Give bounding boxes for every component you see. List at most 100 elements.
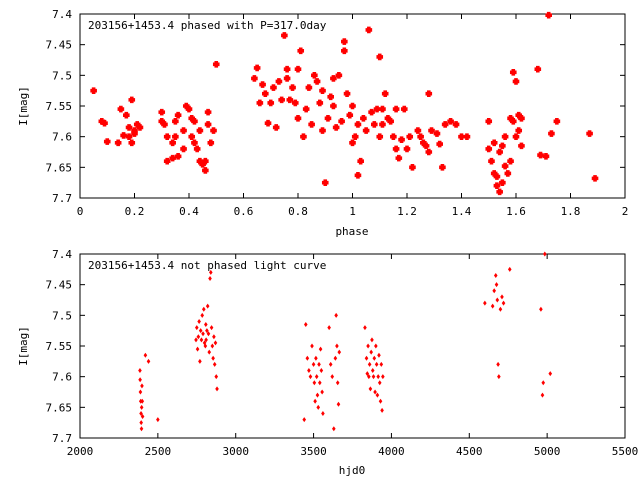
data-point <box>305 355 310 361</box>
data-point <box>294 114 302 122</box>
data-point <box>283 75 291 82</box>
data-point <box>156 417 160 423</box>
data-point <box>202 157 209 165</box>
data-point <box>139 420 143 426</box>
data-point <box>367 361 372 367</box>
data-point <box>286 96 294 104</box>
data-point <box>289 84 296 91</box>
data-point <box>143 352 148 358</box>
data-point <box>425 148 433 156</box>
data-point <box>210 127 217 134</box>
data-point <box>374 343 378 349</box>
data-point <box>180 145 187 153</box>
data-point <box>376 53 384 61</box>
data-point <box>372 355 377 361</box>
data-point <box>376 374 380 380</box>
y-tick-label: 7.55 <box>46 100 73 113</box>
data-point <box>174 111 182 119</box>
data-point <box>198 358 202 364</box>
data-point <box>364 355 369 361</box>
data-point <box>259 81 266 88</box>
data-point <box>509 68 517 76</box>
x-tick-label: 1.8 <box>561 205 581 218</box>
data-point <box>518 114 525 122</box>
data-point <box>447 118 454 125</box>
data-point <box>140 414 145 420</box>
data-point <box>320 389 324 395</box>
data-point <box>493 173 501 180</box>
data-point <box>354 172 362 179</box>
x-tick-label: 1 <box>349 205 356 218</box>
data-point <box>496 148 503 156</box>
data-point <box>138 368 142 374</box>
data-point <box>311 361 316 367</box>
data-point <box>337 349 342 355</box>
x-tick-label: 0.4 <box>179 205 199 218</box>
data-point <box>392 105 400 113</box>
chart-title: 203156+1453.4 not phased light curve <box>88 259 326 272</box>
data-point <box>390 133 397 140</box>
data-point <box>349 139 356 147</box>
data-point <box>308 374 313 380</box>
data-point <box>368 386 373 392</box>
data-point <box>128 139 136 147</box>
data-point <box>515 127 523 134</box>
data-point <box>196 127 204 134</box>
x-tick-label: 0 <box>77 205 84 218</box>
data-point <box>321 410 325 416</box>
data-point <box>319 87 326 94</box>
data-point <box>90 87 97 94</box>
data-point <box>213 340 218 346</box>
data-point <box>308 121 315 128</box>
x-tick-label: 1.4 <box>452 205 472 218</box>
data-point <box>251 75 258 82</box>
data-point <box>194 325 199 331</box>
plot-area <box>79 253 626 439</box>
data-point <box>381 374 385 380</box>
data-point <box>367 374 371 380</box>
data-point <box>125 124 133 131</box>
data-point <box>205 328 209 334</box>
y-tick-label: 7.4 <box>52 248 72 261</box>
data-point <box>264 119 272 127</box>
data-point <box>185 105 193 113</box>
data-point <box>204 108 212 116</box>
data-point <box>310 343 314 349</box>
data-point <box>131 130 138 137</box>
tick-group: 0 0.2 0.4 0.6 0.8 1 1.2 1.4 1.6 1.8 2 7.4 7.45 7.5 7.5… <box>46 8 629 218</box>
data-point <box>334 312 338 318</box>
data-point <box>414 127 422 134</box>
data-point <box>262 90 269 98</box>
data-point <box>169 154 176 162</box>
data-point <box>214 374 219 380</box>
unphased-chart: 203156+1453.4 not phased light curve hjd… <box>17 248 638 477</box>
data-point <box>371 374 376 380</box>
y-tick-label: 7.7 <box>52 432 72 445</box>
data-point <box>207 139 215 147</box>
data-point <box>275 78 283 85</box>
data-point <box>335 343 339 349</box>
data-point <box>543 251 547 257</box>
data-point <box>205 303 210 309</box>
data-point <box>300 133 307 140</box>
data-point <box>501 162 509 170</box>
data-point <box>210 343 215 349</box>
data-point <box>341 38 348 45</box>
data-point <box>316 404 321 410</box>
data-point <box>500 294 504 300</box>
data-point <box>318 380 322 386</box>
x-tick-label: 1.6 <box>506 205 526 218</box>
data-point <box>203 343 208 349</box>
data-point <box>387 118 394 125</box>
data-point <box>360 114 367 122</box>
chart-title: 203156+1453.4 phased with P=317.0day <box>88 19 327 32</box>
data-point <box>553 118 561 125</box>
data-point <box>539 306 543 312</box>
y-tick-label: 7.65 <box>46 161 73 174</box>
x-tick-label: 2 <box>622 205 629 218</box>
data-point <box>256 99 264 107</box>
data-point <box>212 361 217 367</box>
data-point <box>316 99 324 107</box>
data-point <box>195 346 200 352</box>
x-axis-label: hjd0 <box>339 464 366 477</box>
